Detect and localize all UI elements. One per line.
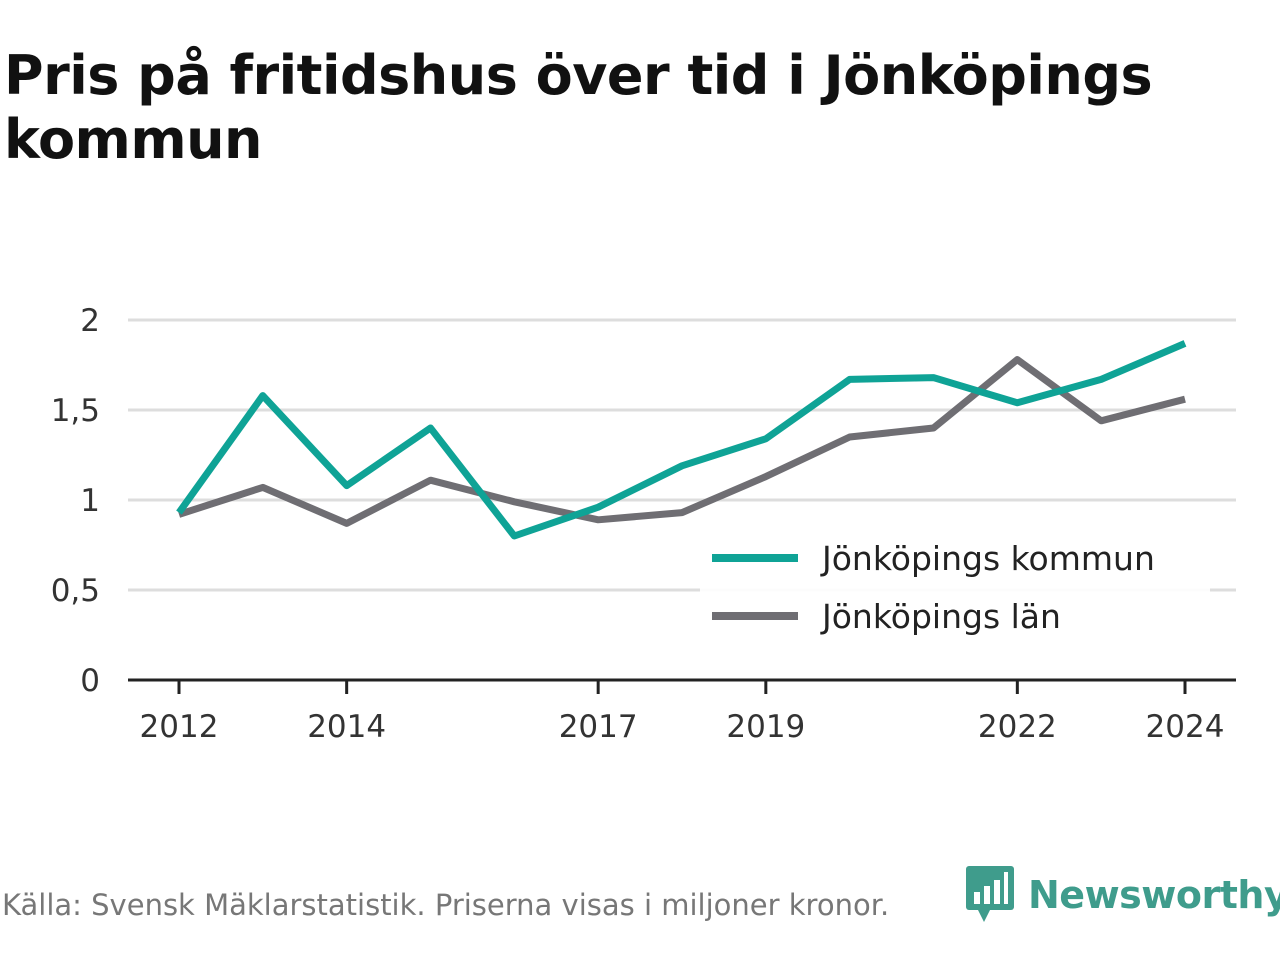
x-tick-label: 2024 (1146, 709, 1225, 745)
brand-name: Newsworthy (1028, 873, 1280, 917)
y-tick-label: 1 (80, 483, 100, 519)
legend-layer (700, 527, 1210, 645)
y-tick-label: 2 (80, 303, 100, 339)
newsworthy-logo: Newsworthy (964, 864, 1280, 926)
legend: Jönköpings kommun Jönköpings län (712, 539, 1155, 636)
newsworthy-logo-icon (966, 866, 1014, 922)
chart-title: Pris på fritidshus över tid i Jönköpings… (4, 44, 1153, 171)
y-tick-label: 0,5 (51, 573, 100, 609)
y-tick-label: 1,5 (51, 393, 100, 429)
source-note: Källa: Svensk Mäklarstatistik. Priserna … (2, 888, 890, 922)
legend-label: Jönköpings län (820, 597, 1061, 636)
series-line-jonkopings-kommun (176, 340, 1187, 540)
x-tick-label: 2019 (726, 709, 805, 745)
series-lines (176, 340, 1187, 540)
x-axis: 2012 2014 2017 2019 2022 2024 (128, 678, 1236, 745)
y-axis: 0 0,5 1 1,5 2 (51, 303, 100, 699)
y-tick-label: 0 (80, 663, 100, 699)
x-tick-label: 2014 (307, 709, 386, 745)
x-tick-label: 2017 (559, 709, 638, 745)
series-line-jonkopings-lan (177, 356, 1186, 527)
legend-background (700, 527, 1210, 645)
x-tick-label: 2022 (978, 709, 1057, 745)
x-tick-label: 2012 (140, 709, 219, 745)
legend-label: Jönköpings kommun (820, 539, 1155, 578)
